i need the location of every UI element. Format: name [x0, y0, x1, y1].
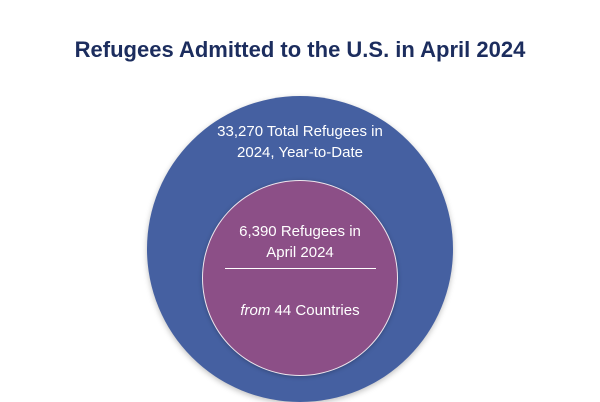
inner-divider	[225, 268, 376, 269]
outer-label-line-1: 33,270 Total Refugees in	[217, 123, 383, 140]
outer-circle-label: 33,270 Total Refugees in 2024, Year-to-D…	[190, 121, 410, 163]
inner-circle-label: 6,390 Refugees in April 2024	[210, 221, 390, 263]
countries-prefix: from	[240, 302, 271, 319]
countries-count: 44 Countries	[270, 302, 360, 319]
diagram-title: Refugees Admitted to the U.S. in April 2…	[74, 37, 526, 62]
inner-circle-april	[202, 180, 398, 376]
outer-label-line-2: 2024, Year-to-Date	[237, 144, 363, 161]
inner-label-line-2: April 2024	[266, 244, 334, 261]
inner-label-line-1: 6,390 Refugees in	[239, 223, 361, 240]
countries-label: from 44 Countries	[210, 300, 390, 321]
